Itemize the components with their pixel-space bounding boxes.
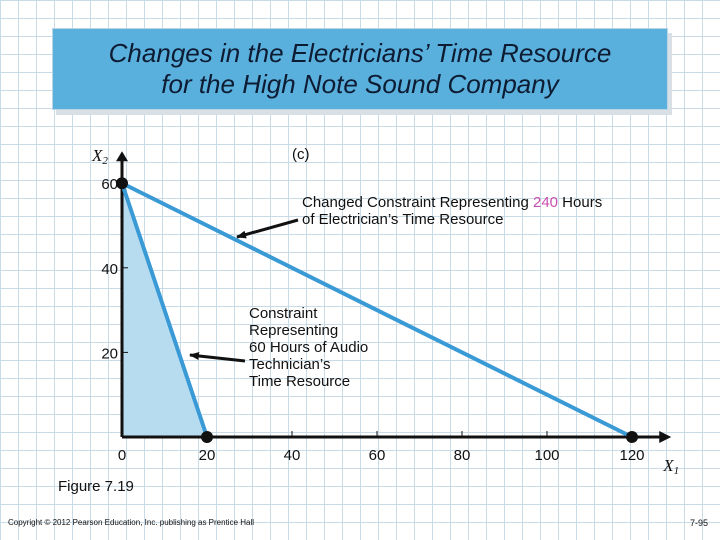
audio-constraint-line: Technician’s <box>249 356 331 373</box>
x-tick-label: 120 <box>619 447 644 464</box>
y-axis-label: X2 <box>91 146 108 167</box>
y-axis-arrowhead <box>116 151 128 162</box>
corner-point <box>116 177 128 190</box>
figure-label: Figure 7.19 <box>58 478 134 495</box>
audio-constraint-line: Representing <box>249 322 339 339</box>
x-axis-label: X1 <box>662 456 679 477</box>
x-axis-arrowhead <box>659 431 672 443</box>
title-line-2: for the High Note Sound Company <box>161 69 559 99</box>
panel-label: (c) <box>292 146 310 163</box>
annotation-arrow-240 <box>236 218 299 239</box>
audio-constraint-annotation: Constraint Representing 60 Hours of Audi… <box>249 305 368 390</box>
y-tick-label: 20 <box>101 345 118 362</box>
changed-constraint-line <box>120 181 634 439</box>
y-tick-label: 40 <box>101 261 118 278</box>
changed-constraint-line-2: of Electrician’s Time Resource <box>302 211 504 228</box>
x-tick-label: 40 <box>284 447 301 464</box>
copyright-notice: Copyright © 2012 Pearson Education, Inc.… <box>8 518 255 527</box>
highlighted-hours: 240 <box>532 194 559 211</box>
title-line-1: Changes in the Electricians’ Time Resour… <box>108 38 612 68</box>
title-box: Changes in the Electricians’ Time Resour… <box>52 28 668 110</box>
changed-constraint-annotation: Changed Constraint Representing 240 Hour… <box>302 194 602 228</box>
x-tick-label: 100 <box>534 447 559 464</box>
slide-number: 7-95 <box>689 518 708 528</box>
audio-constraint-line: 60 Hours of Audio <box>249 339 369 356</box>
audio-constraint-line: Time Resource <box>249 373 351 390</box>
series-lines <box>120 181 634 439</box>
corner-point <box>201 431 213 443</box>
audio-constraint-line <box>120 181 209 439</box>
y-tick-label: 60 <box>101 176 118 193</box>
x-tick-label: 80 <box>454 447 471 464</box>
x-ticks: 0 20 40 60 80 100 120 <box>118 431 645 464</box>
x-tick-label: 60 <box>369 447 386 464</box>
changed-constraint-line-1: Changed Constraint Representing 240 Hour… <box>302 194 603 211</box>
y-ticks: 20 40 60 <box>101 176 128 362</box>
corner-point <box>626 431 638 443</box>
audio-constraint-line: Constraint <box>249 305 318 322</box>
x-tick-label: 20 <box>199 447 216 464</box>
x-tick-label: 0 <box>118 447 126 464</box>
corner-points <box>116 177 638 443</box>
annotation-arrow-60 <box>189 351 246 363</box>
